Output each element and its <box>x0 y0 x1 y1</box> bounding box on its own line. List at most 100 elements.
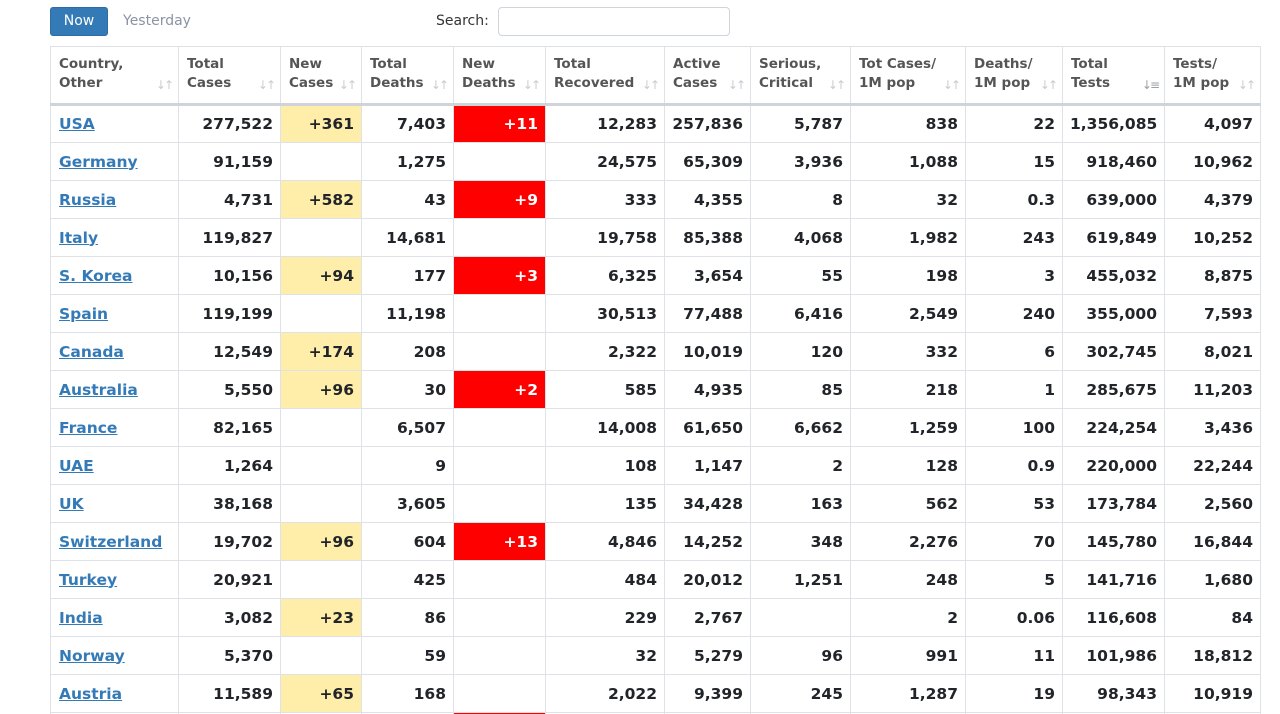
sort-icon[interactable]: ↓↑ <box>1237 78 1256 92</box>
cell-cases-per-1m: 32 <box>850 180 966 219</box>
cell-total-cases: 38,168 <box>178 484 281 523</box>
country-link[interactable]: UAE <box>59 456 94 475</box>
cell-total-deaths: 177 <box>361 256 454 295</box>
cell-new-deaths <box>453 332 546 371</box>
cell-total-cases: 3,082 <box>178 598 281 637</box>
cell-country: Spain <box>50 294 179 333</box>
country-link[interactable]: S. Korea <box>59 266 133 285</box>
sort-icon[interactable]: ↓↑ <box>338 78 357 92</box>
cell-cases-per-1m: 1,259 <box>850 408 966 447</box>
cell-serious: 120 <box>750 332 851 371</box>
cell-new-deaths <box>453 294 546 333</box>
cell-total-deaths: 11,198 <box>361 294 454 333</box>
tab-now[interactable]: Now <box>50 7 108 36</box>
cell-total-deaths: 425 <box>361 560 454 599</box>
countries-table-container: Country, Other ↓↑ Total Cases ↓↑ New Cases ↓↑ Tot… <box>50 46 1261 714</box>
cell-cases-per-1m: 218 <box>850 370 966 409</box>
cell-country: Italy <box>50 218 179 257</box>
country-link[interactable]: Russia <box>59 190 117 209</box>
cell-deaths-per-1m: 1 <box>965 370 1063 409</box>
cell-new-deaths <box>453 408 546 447</box>
column-header-total-cases[interactable]: Total Cases ↓↑ <box>178 46 281 106</box>
table-row: Russia 4,731 +582 43 +9 333 4,355 8 32 0.3 639,000… <box>50 180 1261 219</box>
country-link[interactable]: Norway <box>59 646 125 665</box>
cell-serious: 1,251 <box>750 560 851 599</box>
country-link[interactable]: Switzerland <box>59 532 163 551</box>
cell-deaths-per-1m: 0.9 <box>965 446 1063 485</box>
column-header-label: Deaths <box>370 75 424 91</box>
sort-icon[interactable]: ↓↑ <box>641 78 660 92</box>
cell-country: USA <box>50 104 179 143</box>
cell-total-cases: 119,199 <box>178 294 281 333</box>
table-row: Canada 12,549 +174 208 2,322 10,019 120 332 6 302… <box>50 332 1261 371</box>
column-header-cases-per-1m[interactable]: Tot Cases/1M pop ↓↑ <box>850 46 966 106</box>
country-link[interactable]: USA <box>59 115 95 133</box>
country-link[interactable]: Italy <box>59 228 99 247</box>
cell-active-cases: 85,388 <box>664 218 751 257</box>
column-header-country[interactable]: Country, Other ↓↑ <box>50 46 179 106</box>
cell-total-tests: 355,000 <box>1062 294 1165 333</box>
sort-icon[interactable]: ↓↑ <box>257 78 276 92</box>
cell-cases-per-1m: 248 <box>850 560 966 599</box>
country-link[interactable]: India <box>59 608 103 627</box>
cell-new-deaths: +3 <box>453 256 546 295</box>
column-header-label: Serious, <box>759 56 822 72</box>
cell-serious: 6,416 <box>750 294 851 333</box>
sort-icon[interactable]: ↓↑ <box>827 78 846 92</box>
cell-country: Canada <box>50 332 179 371</box>
country-link[interactable]: UK <box>59 494 84 513</box>
cell-total-recovered: 14,008 <box>545 408 665 447</box>
column-header-new-cases[interactable]: New Cases ↓↑ <box>280 46 362 106</box>
column-header-active-cases[interactable]: Active Cases ↓↑ <box>664 46 751 106</box>
column-header-deaths-per-1m[interactable]: Deaths/1M pop ↓↑ <box>965 46 1063 106</box>
country-link[interactable]: Germany <box>59 152 138 171</box>
column-header-tests-per-1m[interactable]: Tests/1M pop ↓↑ <box>1164 46 1261 106</box>
country-link[interactable]: Spain <box>59 304 109 323</box>
cell-serious <box>750 598 851 637</box>
cell-serious: 163 <box>750 484 851 523</box>
cell-new-cases: +361 <box>280 104 362 143</box>
cell-cases-per-1m: 198 <box>850 256 966 295</box>
tab-yesterday[interactable]: Yesterday <box>123 13 191 29</box>
country-link[interactable]: Australia <box>59 380 138 399</box>
cell-deaths-per-1m: 53 <box>965 484 1063 523</box>
cell-total-tests: 98,343 <box>1062 674 1165 713</box>
cell-active-cases: 2,767 <box>664 598 751 637</box>
column-header-total-recovered[interactable]: Total Recovered ↓↑ <box>545 46 665 106</box>
cell-total-cases: 119,827 <box>178 218 281 257</box>
country-link[interactable]: Turkey <box>59 570 118 589</box>
cell-cases-per-1m: 332 <box>850 332 966 371</box>
search-input[interactable] <box>498 7 730 36</box>
sort-icon[interactable]: ↓↑ <box>727 78 746 92</box>
table-row: India 3,082 +23 86 229 2,767 2 0.06 116,608 84 <box>50 598 1261 637</box>
country-link[interactable]: Austria <box>59 684 123 703</box>
column-header-label: Tests <box>1071 75 1111 91</box>
cell-tests-per-1m: 1,680 <box>1164 560 1261 599</box>
column-header-total-tests[interactable]: Total Tests ↓≡ <box>1062 46 1165 106</box>
column-header-new-deaths[interactable]: New Deaths ↓↑ <box>453 46 546 106</box>
country-link[interactable]: Canada <box>59 342 124 361</box>
sort-icon[interactable]: ↓↑ <box>430 78 449 92</box>
sort-desc-icon[interactable]: ↓≡ <box>1141 78 1160 92</box>
column-header-serious[interactable]: Serious, Critical ↓↑ <box>750 46 851 106</box>
sort-icon[interactable]: ↓↑ <box>942 78 961 92</box>
search-label: Search: <box>436 13 489 29</box>
cell-new-deaths <box>453 636 546 675</box>
sort-icon[interactable]: ↓↑ <box>1039 78 1058 92</box>
cell-total-tests: 145,780 <box>1062 522 1165 561</box>
cell-active-cases: 65,309 <box>664 142 751 181</box>
country-link[interactable]: France <box>59 418 118 437</box>
column-header-label: 1M pop <box>859 75 916 91</box>
countries-table: Country, Other ↓↑ Total Cases ↓↑ New Cases ↓↑ Tot… <box>50 46 1261 714</box>
column-header-label: 1M pop <box>1173 75 1230 91</box>
cell-total-tests: 918,460 <box>1062 142 1165 181</box>
table-row: Austria 11,589 +65 168 2,022 9,399 245 1,287 19 9… <box>50 674 1261 713</box>
sort-icon[interactable]: ↓↑ <box>522 78 541 92</box>
column-header-label: Tests/ <box>1173 56 1218 72</box>
cell-total-tests: 101,986 <box>1062 636 1165 675</box>
column-header-total-deaths[interactable]: Total Deaths ↓↑ <box>361 46 454 106</box>
cell-serious: 3,936 <box>750 142 851 181</box>
sort-icon[interactable]: ↓↑ <box>155 78 174 92</box>
cell-active-cases: 257,836 <box>664 104 751 143</box>
cell-new-cases <box>280 218 362 257</box>
